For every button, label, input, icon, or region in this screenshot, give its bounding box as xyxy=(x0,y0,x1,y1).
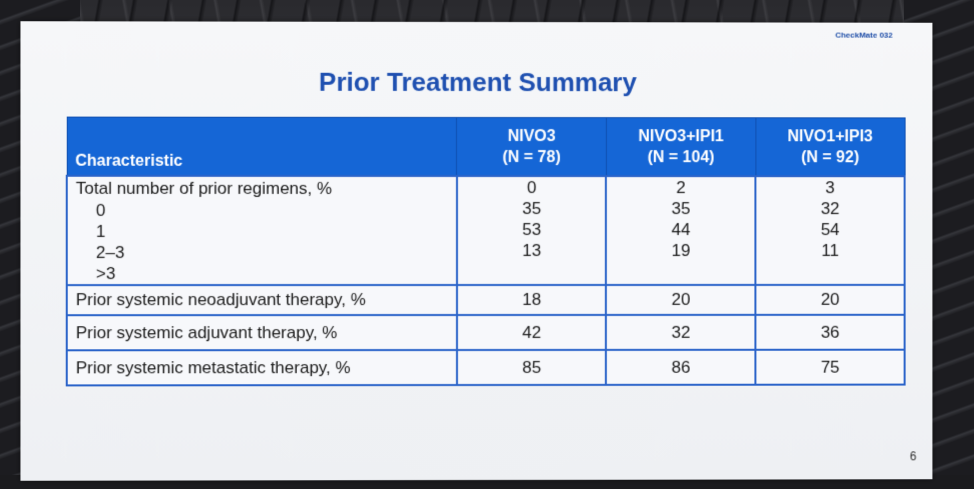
table-row-adjuvant: Prior systemic adjuvant therapy, % 42 32… xyxy=(66,314,905,351)
table-cell: 13 xyxy=(522,241,542,260)
table-row-metastatic: Prior systemic metastatic therapy, % 85 … xyxy=(66,349,905,386)
table-cell: 86 xyxy=(606,349,756,385)
regimens-sublabel: 2–3 xyxy=(95,242,125,263)
table-header-row: Characteristic NIVO3 (N = 78) NIVO3+IPI1… xyxy=(66,117,905,177)
table-cell: 20 xyxy=(606,284,756,315)
table-cell: 44 xyxy=(671,220,691,240)
regimens-values-nivo1-ipi3: 3 32 54 11 xyxy=(755,176,905,285)
projection-screen: CheckMate 032 Prior Treatment Summary Ch… xyxy=(20,21,933,481)
table-cell: 20 xyxy=(755,284,905,315)
row-label: Prior systemic metastatic therapy, % xyxy=(66,350,457,386)
table-cell: 19 xyxy=(671,241,691,260)
regimens-sublabel: >3 xyxy=(95,264,116,284)
table-cell: 3 xyxy=(825,178,835,198)
brand-label: CheckMate 032 xyxy=(835,30,893,40)
header-arm-nivo1-ipi3: NIVO1+IPI3 (N = 92) xyxy=(755,117,905,177)
slide-page-number: 6 xyxy=(909,449,917,464)
header-arm-nivo3: NIVO3 (N = 78) xyxy=(456,117,607,177)
slide-title: Prior Treatment Summary xyxy=(318,66,637,98)
arm-n: (N = 104) xyxy=(647,148,715,166)
table-cell: 0 xyxy=(526,178,537,198)
table-cell: 11 xyxy=(821,241,839,260)
table-cell: 32 xyxy=(606,314,756,350)
regimens-values-nivo3: 0 35 53 13 xyxy=(456,175,607,286)
arm-name: NIVO3 xyxy=(507,127,556,145)
table-cell: 85 xyxy=(456,349,607,386)
row-label: Prior systemic adjuvant therapy, % xyxy=(66,315,457,351)
table-cell: 35 xyxy=(671,199,691,219)
prior-treatment-table: Characteristic NIVO3 (N = 78) NIVO3+IPI1… xyxy=(66,117,906,387)
table-row-neoadjuvant: Prior systemic neoadjuvant therapy, % 18… xyxy=(66,284,905,316)
table-cell: 35 xyxy=(522,199,542,219)
table-cell: 36 xyxy=(755,314,905,350)
header-characteristic: Characteristic xyxy=(66,117,457,176)
table-cell: 75 xyxy=(755,349,905,385)
arm-name: NIVO1+IPI3 xyxy=(787,127,873,145)
arm-n: (N = 78) xyxy=(502,148,561,166)
header-arm-nivo3-ipi1: NIVO3+IPI1 (N = 104) xyxy=(606,117,756,177)
regimens-label-cell: Total number of prior regimens, % 0 1 2–… xyxy=(66,175,457,286)
table-cell: 54 xyxy=(820,220,840,240)
regimens-label: Total number of prior regimens, % xyxy=(75,178,332,198)
table-cell: 18 xyxy=(456,284,607,316)
table-row-prior-regimens: Total number of prior regimens, % 0 1 2–… xyxy=(66,175,905,286)
table-cell: 2 xyxy=(676,178,686,198)
regimens-sublabel: 1 xyxy=(95,221,106,241)
arm-n: (N = 92) xyxy=(801,148,860,166)
row-label: Prior systemic neoadjuvant therapy, % xyxy=(66,285,457,316)
table-cell: 42 xyxy=(456,314,607,351)
regimens-values-nivo3-ipi1: 2 35 44 19 xyxy=(606,176,756,285)
regimens-sublabel: 0 xyxy=(95,200,106,220)
arm-name: NIVO3+IPI1 xyxy=(638,127,724,145)
table-cell: 32 xyxy=(820,199,840,219)
table-cell: 53 xyxy=(522,220,542,240)
